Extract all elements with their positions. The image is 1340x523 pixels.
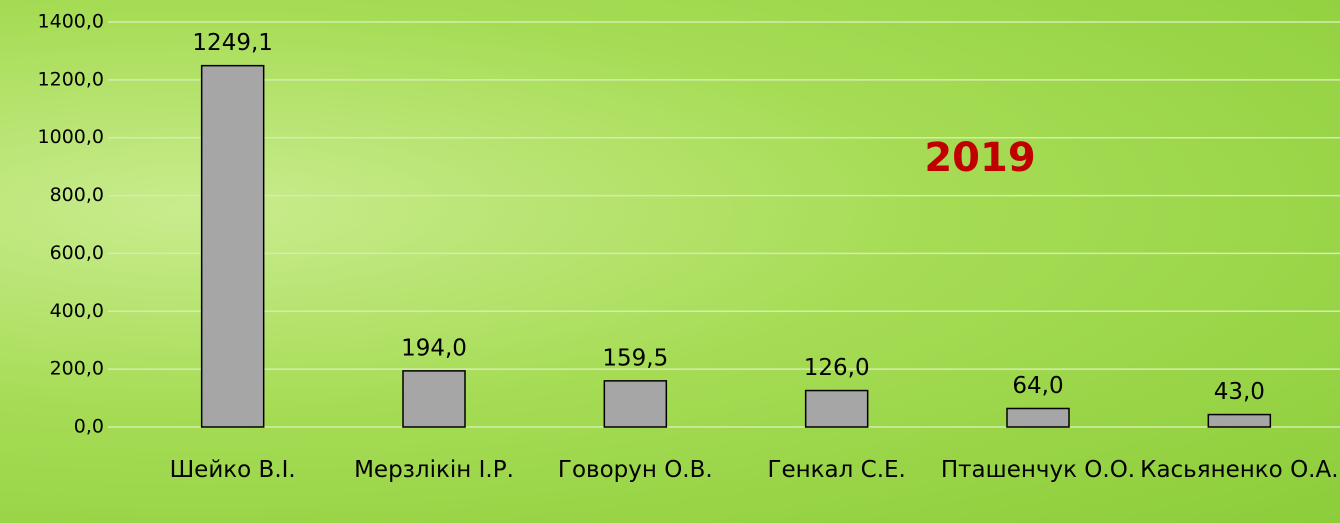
y-tick-label: 600,0: [50, 242, 104, 264]
x-tick-label: Генкал С.Е.: [767, 457, 906, 483]
value-label: 1249,1: [192, 30, 272, 56]
bar: [603, 380, 668, 428]
bar: [1006, 407, 1070, 428]
y-tick-label: 800,0: [50, 184, 104, 206]
x-tick-label: Говорун О.В.: [557, 457, 713, 483]
bar: [200, 64, 265, 428]
value-label: 159,5: [602, 345, 668, 371]
x-tick-label: Шейко В.І.: [169, 457, 296, 483]
y-tick-label: 200,0: [50, 358, 104, 380]
value-label: 43,0: [1214, 379, 1265, 405]
x-tick-label: Касьяненко О.А.: [1140, 457, 1339, 483]
bar: [402, 370, 466, 428]
chart-title: 2019: [924, 135, 1035, 181]
y-tick-label: 400,0: [50, 300, 104, 322]
value-label: 194,0: [401, 335, 467, 361]
x-tick-label: Мерзлікін І.Р.: [354, 457, 514, 483]
bar: [804, 389, 869, 428]
value-label: 64,0: [1012, 373, 1063, 399]
y-tick-label: 1200,0: [38, 68, 104, 90]
value-label: 126,0: [804, 355, 870, 381]
x-tick-label: Пташенчук О.О.: [940, 457, 1136, 483]
y-tick-label: 1400,0: [38, 11, 104, 33]
y-tick-label: 0,0: [74, 416, 104, 438]
y-tick-label: 1000,0: [38, 126, 104, 148]
bar: [1207, 413, 1272, 428]
